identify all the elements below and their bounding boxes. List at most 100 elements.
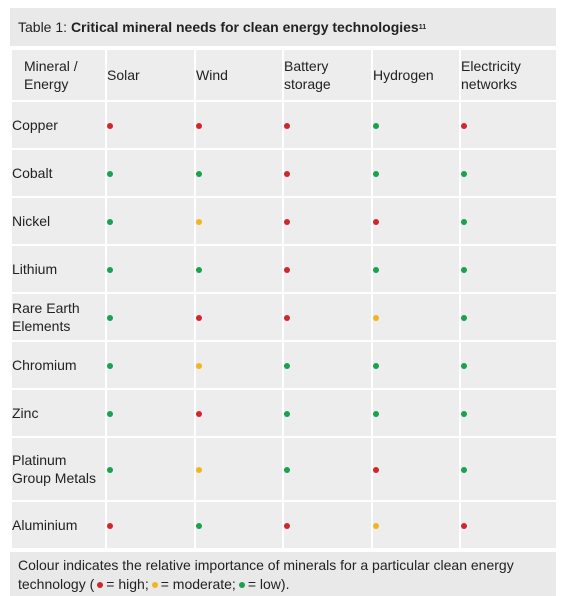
importance-dot-low: [107, 267, 113, 274]
importance-cell: [459, 196, 558, 246]
importance-dot-low: [373, 267, 379, 274]
importance-dot-low: [196, 523, 202, 530]
table-row: Platinum Group Metals: [10, 436, 558, 502]
importance-dot-high: [461, 523, 467, 530]
importance-dot-high: [284, 171, 290, 178]
table-row: Aluminium: [10, 500, 558, 550]
importance-cell: [459, 292, 558, 342]
importance-dot-high: [284, 219, 290, 226]
importance-dot-moderate: [196, 219, 202, 226]
importance-cell: [282, 100, 373, 150]
table-row: Zinc: [10, 388, 558, 438]
importance-cell: [371, 436, 461, 502]
importance-dot-high: [373, 219, 379, 226]
importance-dot-low: [107, 171, 113, 178]
importance-cell: [105, 436, 196, 502]
importance-dot-low: [461, 315, 467, 322]
mineral-label: Platinum Group Metals: [10, 436, 107, 502]
header-wind: Wind: [194, 48, 284, 102]
mineral-label: Copper: [10, 100, 107, 150]
importance-cell: [371, 196, 461, 246]
importance-cell: [105, 292, 196, 342]
importance-cell: [282, 388, 373, 438]
legend-note: Colour indicates the relative importance…: [10, 552, 556, 596]
importance-cell: [194, 340, 284, 390]
legend-moderate-dot: [151, 582, 158, 589]
importance-dot-low: [461, 411, 467, 418]
header-battery-storage: Battery storage: [282, 48, 373, 102]
mineral-label: Zinc: [10, 388, 107, 438]
importance-cell: [371, 244, 461, 294]
importance-cell: [282, 148, 373, 198]
importance-cell: [371, 340, 461, 390]
legend-low-dot: [238, 582, 245, 589]
importance-cell: [371, 292, 461, 342]
header-hydrogen: Hydrogen: [371, 48, 461, 102]
importance-cell: [194, 436, 284, 502]
importance-cell: [105, 244, 196, 294]
importance-dot-low: [284, 363, 290, 370]
importance-dot-high: [284, 315, 290, 322]
importance-dot-moderate: [373, 315, 379, 322]
importance-dot-low: [461, 467, 467, 474]
importance-dot-low: [107, 411, 113, 418]
importance-cell: [459, 340, 558, 390]
importance-dot-high: [107, 123, 113, 130]
importance-cell: [459, 436, 558, 502]
importance-dot-low: [373, 123, 379, 130]
importance-cell: [282, 436, 373, 502]
header-solar: Solar: [105, 48, 196, 102]
importance-cell: [105, 388, 196, 438]
importance-dot-low: [373, 411, 379, 418]
importance-cell: [459, 388, 558, 438]
importance-cell: [194, 148, 284, 198]
importance-cell: [194, 500, 284, 550]
table-row: Chromium: [10, 340, 558, 390]
importance-cell: [105, 340, 196, 390]
importance-dot-high: [284, 523, 290, 530]
importance-cell: [194, 196, 284, 246]
legend-high-label: = high;: [106, 576, 149, 592]
importance-dot-low: [461, 363, 467, 370]
minerals-table: Mineral / Energy Solar Wind Battery stor…: [10, 48, 558, 550]
mineral-label: Lithium: [10, 244, 107, 294]
importance-cell: [371, 388, 461, 438]
importance-cell: [194, 292, 284, 342]
legend-high-dot: [97, 582, 104, 589]
importance-dot-high: [196, 315, 202, 322]
table-row: Lithium: [10, 244, 558, 294]
mineral-label: Aluminium: [10, 500, 107, 550]
importance-cell: [282, 340, 373, 390]
importance-cell: [194, 244, 284, 294]
importance-cell: [459, 148, 558, 198]
importance-dot-moderate: [196, 363, 202, 370]
importance-dot-high: [284, 267, 290, 274]
importance-dot-high: [107, 523, 113, 530]
importance-dot-high: [461, 123, 467, 130]
importance-cell: [371, 500, 461, 550]
importance-dot-low: [284, 467, 290, 474]
legend-text: Colour indicates the relative importance…: [18, 557, 514, 592]
importance-cell: [105, 500, 196, 550]
caption-prefix: Table 1:: [18, 19, 68, 35]
mineral-label: Cobalt: [10, 148, 107, 198]
importance-dot-high: [196, 411, 202, 418]
header-row: Mineral / Energy Solar Wind Battery stor…: [10, 48, 558, 102]
importance-cell: [459, 100, 558, 150]
importance-cell: [282, 500, 373, 550]
mineral-label: Nickel: [10, 196, 107, 246]
critical-minerals-table-figure: Table 1: Critical mineral needs for clea…: [10, 8, 558, 596]
importance-cell: [371, 148, 461, 198]
table-caption: Table 1: Critical mineral needs for clea…: [10, 8, 556, 48]
importance-dot-low: [461, 219, 467, 226]
importance-cell: [194, 100, 284, 150]
importance-dot-high: [196, 123, 202, 130]
header-electricity-networks: Electricity networks: [459, 48, 558, 102]
table-row: Rare Earth Elements: [10, 292, 558, 342]
table-body: Copper Cobalt Nickel Lithium Rare Earth Elem…: [10, 100, 558, 550]
importance-dot-low: [107, 315, 113, 322]
mineral-label: Rare Earth Elements: [10, 292, 107, 342]
importance-dot-moderate: [373, 523, 379, 530]
importance-dot-high: [373, 467, 379, 474]
importance-cell: [459, 244, 558, 294]
